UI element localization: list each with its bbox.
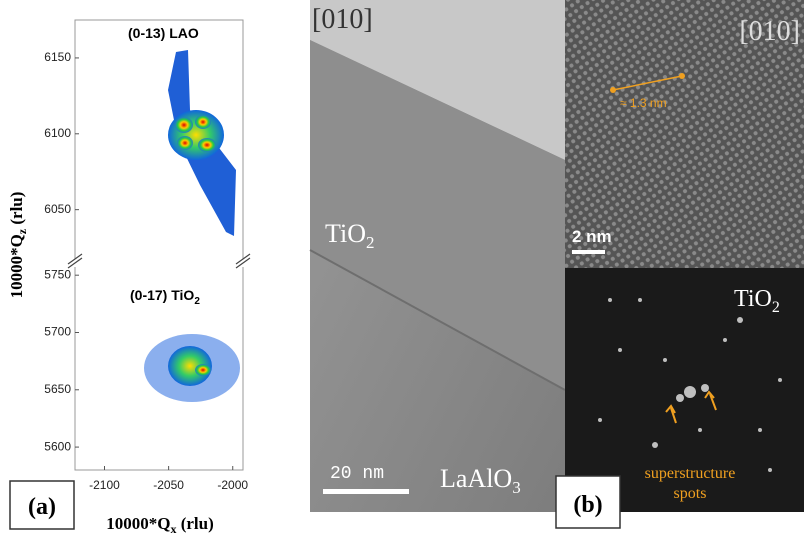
panel-label: (a) bbox=[28, 494, 56, 520]
spacing-end bbox=[610, 87, 616, 93]
x-tick-label: -2100 bbox=[89, 478, 120, 492]
rsm-bottom bbox=[144, 334, 240, 402]
intensity bbox=[177, 136, 193, 150]
subscript: 3 bbox=[512, 478, 521, 497]
spot bbox=[778, 378, 782, 382]
unit: (rlu) bbox=[7, 192, 26, 229]
spacing-end bbox=[679, 73, 685, 79]
plot-frame bbox=[75, 20, 243, 470]
y-tick-label: 5600 bbox=[44, 439, 71, 453]
scale-bar bbox=[323, 489, 409, 494]
annotation: superstructure bbox=[645, 465, 736, 482]
y-tick-label: 6100 bbox=[44, 126, 71, 140]
spot bbox=[698, 428, 702, 432]
y-tick-label: 5650 bbox=[44, 382, 71, 396]
peak-label: (0-13) LAO bbox=[128, 25, 199, 41]
subscript: 2 bbox=[194, 296, 200, 307]
spot bbox=[676, 394, 684, 402]
substrate-label: LaAlO3 bbox=[440, 464, 521, 497]
spacing-label: ≈ 1.3 nm bbox=[620, 96, 667, 110]
scale-bar bbox=[572, 250, 605, 254]
intensity bbox=[198, 138, 216, 152]
y-tick-label: 6050 bbox=[44, 202, 71, 216]
annotation: spots bbox=[674, 485, 707, 502]
y-tick-label: 5750 bbox=[44, 267, 71, 281]
y-axis-title: 10000*Qz (rlu) bbox=[7, 192, 29, 299]
subscript: 2 bbox=[772, 299, 780, 316]
text: 10000*Q bbox=[7, 234, 26, 298]
intensity bbox=[195, 115, 211, 129]
y-tick-label: 6150 bbox=[44, 50, 71, 64]
text: LaAlO bbox=[440, 464, 512, 493]
intensity bbox=[168, 110, 224, 160]
spot bbox=[638, 298, 642, 302]
spot bbox=[652, 442, 658, 448]
figure: (0-13) LAO (0-17) TiO2 60506100615056005… bbox=[0, 0, 804, 538]
unit: (rlu) bbox=[176, 514, 213, 533]
spot bbox=[737, 317, 743, 323]
spot bbox=[768, 468, 772, 472]
spot bbox=[758, 428, 762, 432]
text: 10000*Q bbox=[106, 514, 170, 533]
text: TiO bbox=[325, 219, 366, 248]
panel-a: (0-13) LAO (0-17) TiO2 6050 6100 6150 5600 5… bbox=[7, 20, 252, 536]
scale-bar-label: 20 nm bbox=[330, 464, 384, 484]
panel-b: [010] TiO2 LaAlO3 20 nm [010] ≈ 1.3 nm 2… bbox=[310, 0, 804, 528]
text: TiO bbox=[734, 286, 772, 312]
x-axis-title: 10000*Qx (rlu) bbox=[106, 514, 214, 536]
zone-axis: [010] bbox=[739, 16, 800, 47]
spot bbox=[684, 386, 696, 398]
intensity bbox=[195, 364, 211, 376]
x-tick-label: -2050 bbox=[153, 478, 184, 492]
spot bbox=[701, 384, 709, 392]
zone-axis: [010] bbox=[312, 4, 373, 35]
spot bbox=[608, 298, 612, 302]
x-tick-label: -2000 bbox=[217, 478, 248, 492]
spot bbox=[618, 348, 622, 352]
y-tick-label: 5700 bbox=[44, 325, 71, 339]
spot bbox=[598, 418, 602, 422]
text: (0-17) TiO bbox=[130, 287, 194, 303]
spot bbox=[723, 338, 727, 342]
spot bbox=[663, 358, 667, 362]
subscript: 2 bbox=[366, 233, 375, 252]
panel-label: (b) bbox=[573, 492, 602, 518]
scale-bar-label: 2 nm bbox=[572, 227, 612, 246]
intensity bbox=[175, 117, 193, 133]
